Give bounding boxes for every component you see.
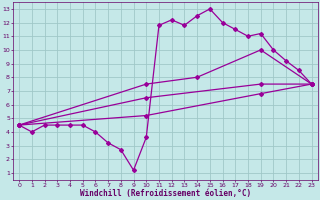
X-axis label: Windchill (Refroidissement éolien,°C): Windchill (Refroidissement éolien,°C): [80, 189, 251, 198]
